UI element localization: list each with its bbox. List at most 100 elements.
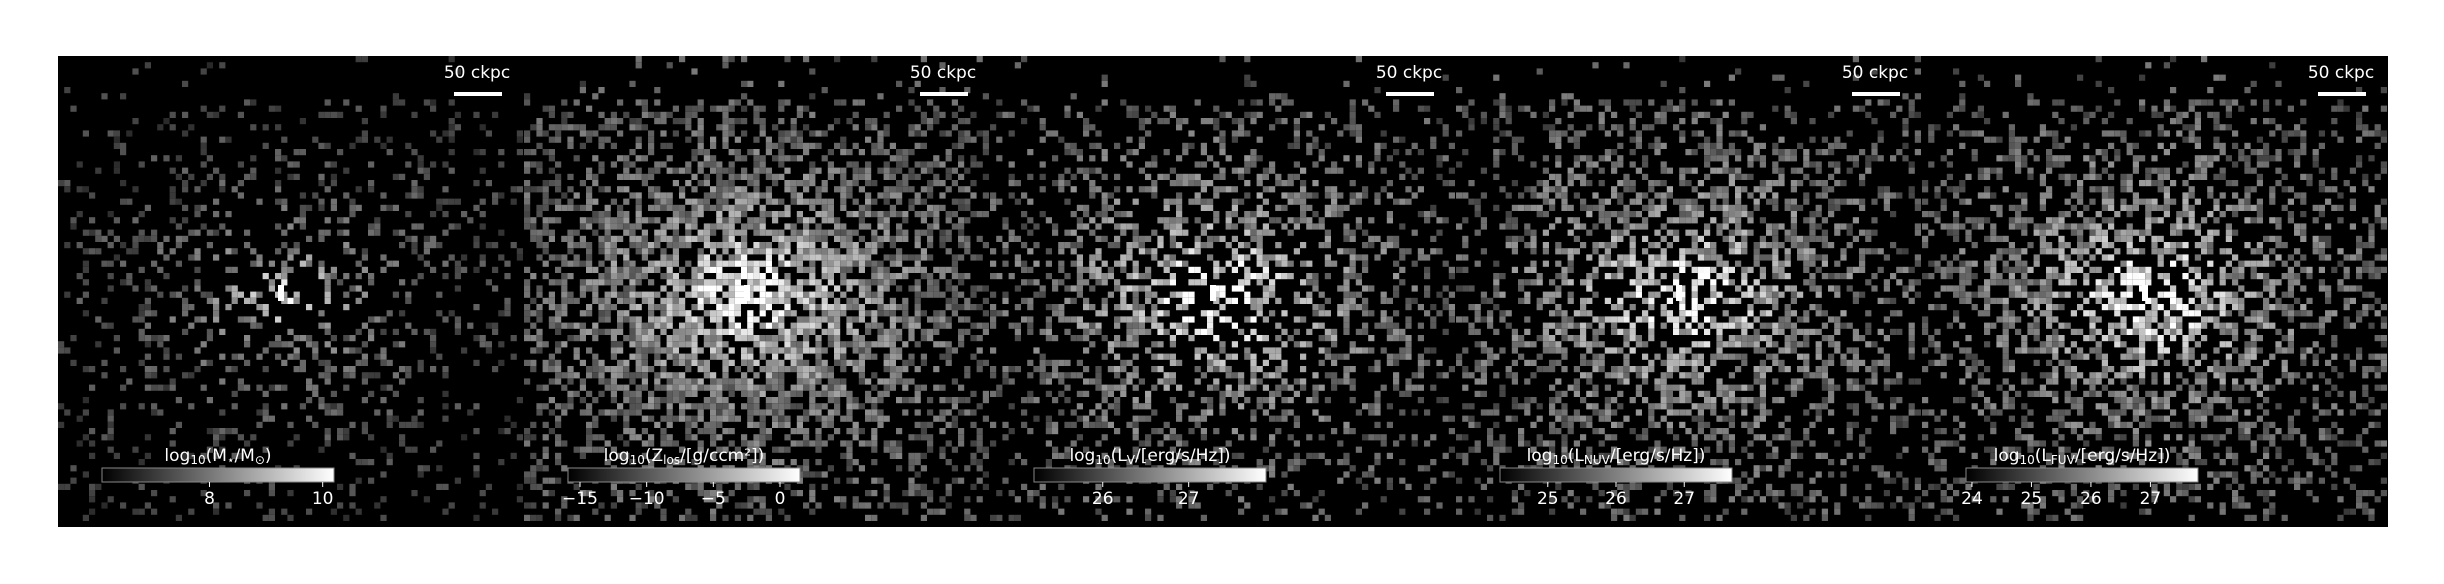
- pixel: [964, 204, 971, 211]
- pixel: [1021, 397, 1028, 404]
- pixel: [617, 155, 624, 162]
- pixel: [454, 260, 461, 267]
- pixel: [473, 304, 480, 311]
- pixel: [747, 260, 754, 267]
- pixel: [610, 353, 617, 360]
- pixel: [126, 378, 133, 385]
- pixel: [1324, 204, 1331, 211]
- pixel: [629, 428, 636, 435]
- pixel: [703, 297, 710, 304]
- pixel: [82, 310, 89, 317]
- pixel: [796, 180, 803, 187]
- pixel: [883, 161, 890, 168]
- pixel: [772, 235, 779, 242]
- pixel: [617, 204, 624, 211]
- pixel: [1058, 359, 1065, 366]
- pixel: [1157, 260, 1164, 267]
- pixel: [592, 291, 599, 298]
- pixel: [691, 341, 698, 348]
- pixel: [454, 111, 461, 118]
- pixel: [990, 204, 997, 211]
- pixel: [107, 434, 114, 441]
- pixel: [679, 409, 686, 416]
- pixel: [423, 260, 430, 267]
- pixel: [536, 347, 543, 354]
- pixel: [1225, 490, 1232, 497]
- pixel: [996, 99, 1003, 106]
- pixel: [1176, 229, 1183, 236]
- pixel: [703, 260, 710, 267]
- label-subscript: 10: [190, 453, 205, 467]
- pixel: [821, 328, 828, 335]
- pixel: [1095, 248, 1102, 255]
- pixel: [660, 372, 667, 379]
- pixel: [1076, 403, 1083, 410]
- pixel: [250, 99, 257, 106]
- pixel: [964, 273, 971, 280]
- pixel: [225, 304, 232, 311]
- pixel: [945, 359, 952, 366]
- pixel: [970, 111, 977, 118]
- pixel: [1101, 353, 1108, 360]
- pixel: [660, 428, 667, 435]
- pixel: [1157, 217, 1164, 224]
- pixel: [592, 173, 599, 180]
- pixel: [641, 378, 648, 385]
- pixel: [1095, 322, 1102, 329]
- pixel: [753, 372, 760, 379]
- pixel: [555, 421, 562, 428]
- pixel: [604, 316, 611, 323]
- pixel: [840, 359, 847, 366]
- pixel: [610, 242, 617, 249]
- pixel: [1114, 198, 1121, 205]
- pixel: [933, 173, 940, 180]
- pixel: [821, 266, 828, 273]
- pixel: [753, 173, 760, 180]
- pixel: [1138, 310, 1145, 317]
- pixel: [685, 514, 692, 521]
- pixel: [1368, 465, 1375, 472]
- pixel: [1287, 384, 1294, 391]
- pixel: [939, 235, 946, 242]
- pixel: [524, 186, 531, 193]
- pixel: [834, 316, 841, 323]
- pixel: [858, 279, 865, 286]
- pixel: [871, 446, 878, 453]
- pixel: [281, 198, 288, 205]
- pixel: [467, 409, 474, 416]
- pixel: [1343, 316, 1350, 323]
- pixel: [753, 421, 760, 428]
- pixel: [1213, 310, 1220, 317]
- pixel: [846, 279, 853, 286]
- pixel: [703, 403, 710, 410]
- pixel: [784, 446, 791, 453]
- pixel: [448, 56, 455, 63]
- pixel: [1101, 304, 1108, 311]
- pixel: [182, 297, 189, 304]
- pixel: [374, 223, 381, 230]
- pixel: [660, 118, 667, 125]
- pixel: [908, 167, 915, 174]
- pixel: [796, 254, 803, 261]
- pixel: [448, 254, 455, 261]
- pixel: [666, 310, 673, 317]
- pixel: [1157, 378, 1164, 385]
- pixel: [1101, 149, 1108, 156]
- pixel: [976, 347, 983, 354]
- pixel: [827, 279, 834, 286]
- pixel: [1194, 180, 1201, 187]
- pixel: [206, 397, 213, 404]
- pixel: [479, 167, 486, 174]
- pixel: [163, 155, 170, 162]
- pixel: [827, 378, 834, 385]
- pixel: [1101, 273, 1108, 280]
- pixel: [1002, 217, 1009, 224]
- pixel: [454, 273, 461, 280]
- pixel: [1188, 266, 1195, 273]
- pixel: [933, 285, 940, 292]
- pixel: [617, 99, 624, 106]
- pixel: [834, 347, 841, 354]
- pixel: [604, 211, 611, 218]
- pixel: [852, 229, 859, 236]
- pixel: [1182, 260, 1189, 267]
